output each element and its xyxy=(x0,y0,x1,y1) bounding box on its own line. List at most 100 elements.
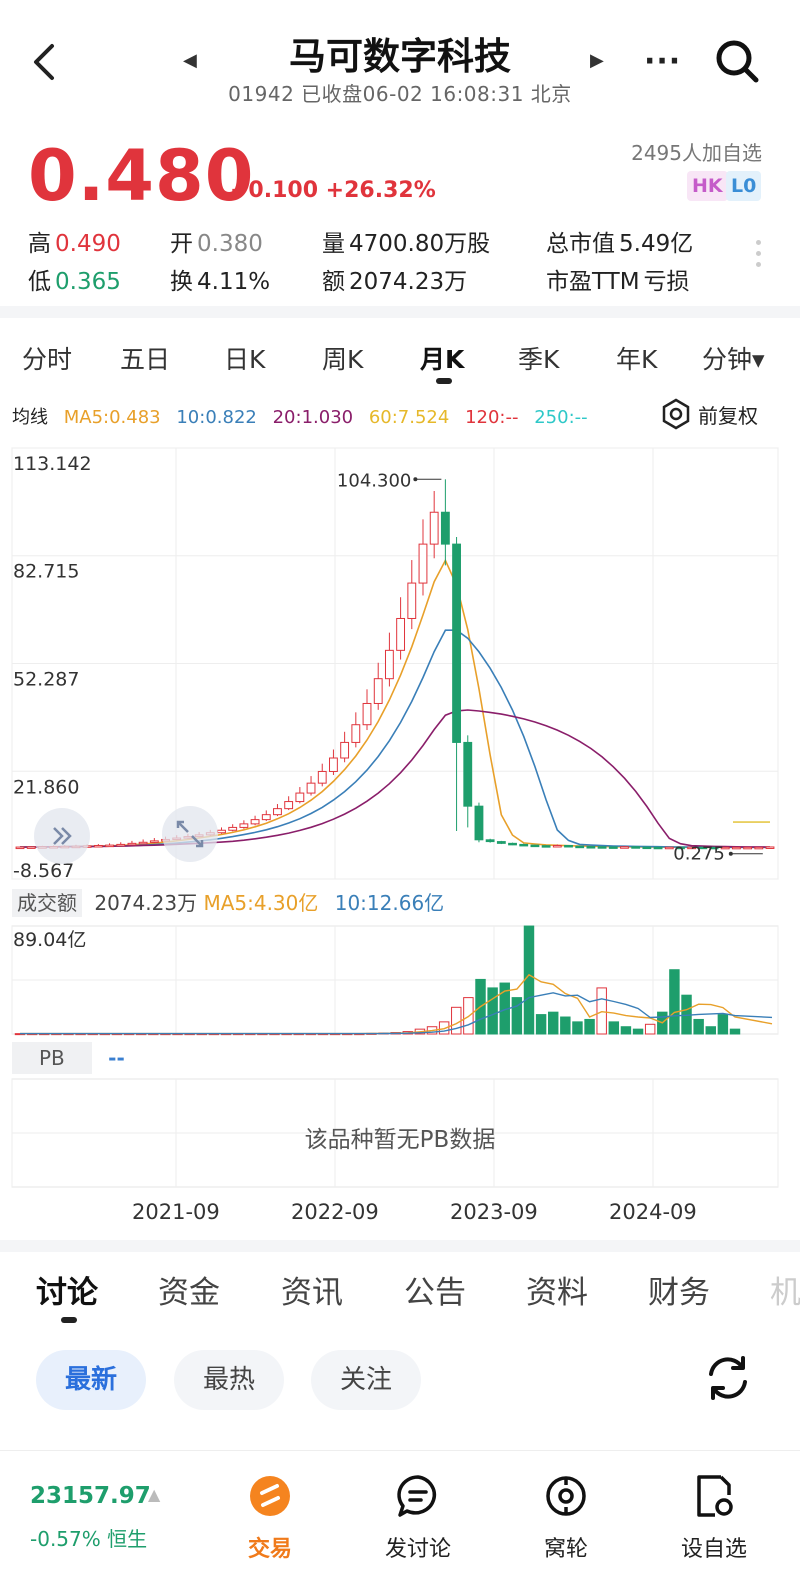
tab-weekly-k[interactable]: 周K xyxy=(322,345,364,374)
candle xyxy=(15,846,25,850)
min-marker-dot xyxy=(728,851,733,856)
candle xyxy=(597,846,607,849)
candle xyxy=(687,846,697,850)
section-divider xyxy=(0,306,800,318)
post-discussion-button[interactable]: 发讨论 xyxy=(368,1473,468,1563)
candle xyxy=(676,846,685,850)
candle xyxy=(138,841,148,845)
candle xyxy=(642,846,652,850)
tab-profile[interactable]: 资料 xyxy=(526,1275,588,1311)
volume-bar xyxy=(511,997,523,1035)
tab-financials[interactable]: 财务 xyxy=(648,1275,710,1311)
tab-funds[interactable]: 资金 xyxy=(158,1275,220,1311)
candle xyxy=(452,543,461,743)
scroll-forward-button[interactable] xyxy=(34,808,90,864)
pb-value: -- xyxy=(108,1046,125,1070)
bottom-bar: 23157.97 ▲ -0.57% 恒生 交易 发讨论 窝轮 xyxy=(0,1450,800,1590)
candle xyxy=(250,819,260,825)
tab-institutions[interactable]: 机 xyxy=(770,1275,800,1311)
tab-intraday[interactable]: 分时 xyxy=(22,345,73,374)
expand-stats-icon[interactable] xyxy=(756,240,764,273)
kline-chart[interactable]: 113.142 82.715 52.287 21.860 -8.567 104.300 0.… xyxy=(0,440,800,885)
stat-open: 开 0.380 xyxy=(170,224,263,258)
tab-monthly-k[interactable]: 月K xyxy=(420,345,465,374)
filter-following[interactable]: 关注 xyxy=(311,1350,421,1410)
tab-daily-k[interactable]: 日K xyxy=(224,345,266,374)
x-axis-label: 2023-09 xyxy=(450,1200,538,1224)
stat-value: 4700.80万股 xyxy=(349,231,491,257)
volume-chart[interactable]: 89.04亿 xyxy=(0,920,800,1038)
stat-value: 0.490 xyxy=(55,231,121,257)
ma10-value: 10:0.822 xyxy=(176,407,257,428)
volume-bar xyxy=(451,1006,462,1035)
candle xyxy=(217,829,226,834)
candle xyxy=(564,844,573,848)
warrants-button[interactable]: 窝轮 xyxy=(516,1473,616,1563)
volume-indicator-label[interactable]: 成交额 xyxy=(12,889,82,917)
volume-bar xyxy=(693,1018,704,1035)
min-price-label: 0.275 xyxy=(673,844,725,865)
candle xyxy=(575,845,585,849)
filter-latest[interactable]: 最新 xyxy=(36,1350,146,1410)
triangle-up-icon: ▲ xyxy=(148,1485,161,1504)
candle xyxy=(384,649,394,680)
double-chevron-right-icon xyxy=(53,827,72,845)
pb-label[interactable]: PB xyxy=(12,1042,92,1074)
stat-turnover: 换 4.11% xyxy=(170,262,270,296)
more-icon[interactable]: ··· xyxy=(644,44,682,79)
tab-minute[interactable]: 分钟▾ xyxy=(702,345,765,374)
stat-high: 高 0.490 xyxy=(28,224,121,258)
adjust-toggle[interactable]: 前复权 xyxy=(660,398,758,430)
tab-discussion[interactable]: 讨论 xyxy=(36,1275,98,1311)
tab-yearly-k[interactable]: 年K xyxy=(616,345,658,374)
ma120-value: 120:-- xyxy=(465,407,519,428)
period-tabs: 分时 五日 日K 周K 月K 季K 年K 分钟▾ xyxy=(0,330,800,390)
watchers-count: 2495人加自选 xyxy=(631,141,762,165)
candle xyxy=(329,757,338,772)
volume-bar xyxy=(535,1014,547,1035)
candle xyxy=(608,846,618,849)
expand-icon xyxy=(176,820,204,848)
ma20-value: 20:1.030 xyxy=(272,407,354,428)
trade-button[interactable]: 交易 xyxy=(220,1473,320,1563)
next-stock-icon[interactable]: ▶ xyxy=(590,50,604,71)
fullscreen-button[interactable] xyxy=(162,806,218,862)
adjust-label: 前复权 xyxy=(698,403,758,428)
candle xyxy=(127,842,137,846)
candle xyxy=(93,844,103,848)
prev-stock-icon[interactable]: ◀ xyxy=(183,50,197,71)
candle xyxy=(664,846,674,850)
ma-legend: 均线 MA5:0.483 10:0.822 20:1.030 60:7.524 … xyxy=(12,403,598,429)
header: ◀ 马可数字科技 01942 已收盘06-02 16:08:31 北京 ▶ ··… xyxy=(0,0,800,118)
ma5-line xyxy=(19,558,771,849)
watchlist-gear-icon xyxy=(697,1475,733,1517)
stat-value: 2074.23万 xyxy=(349,269,468,295)
price-change: +0.100 +26.32% xyxy=(230,178,436,203)
volume-bar xyxy=(584,1018,595,1035)
ma60-value: 60:7.524 xyxy=(368,407,450,428)
x-axis-label: 2024-09 xyxy=(609,1200,697,1224)
tab-five-day[interactable]: 五日 xyxy=(120,345,171,374)
candle xyxy=(620,846,629,849)
active-tab-indicator xyxy=(436,378,452,384)
back-icon[interactable] xyxy=(26,40,62,84)
search-icon[interactable] xyxy=(714,38,762,86)
volume-bar xyxy=(620,1026,632,1035)
candle xyxy=(586,846,596,849)
stat-label: 低 xyxy=(28,269,51,295)
tab-quarterly-k[interactable]: 季K xyxy=(518,345,560,374)
filter-hot[interactable]: 最热 xyxy=(174,1350,284,1410)
stat-value: 0.365 xyxy=(55,269,121,295)
volume-bar xyxy=(523,925,535,1035)
tab-news[interactable]: 资讯 xyxy=(281,1275,343,1311)
stat-market-cap: 总市值 5.49亿 xyxy=(546,224,693,258)
candle xyxy=(295,792,305,803)
tab-announcements[interactable]: 公告 xyxy=(404,1275,466,1311)
ma-lines xyxy=(19,558,771,849)
stat-value: 亏损 xyxy=(643,269,690,295)
volume-ma-lines xyxy=(20,973,773,1035)
stat-value: 5.49亿 xyxy=(619,231,694,257)
watchlist-settings-button[interactable]: 设自选 xyxy=(664,1473,764,1563)
stat-value: 0.380 xyxy=(197,231,263,257)
refresh-icon[interactable] xyxy=(702,1352,754,1404)
